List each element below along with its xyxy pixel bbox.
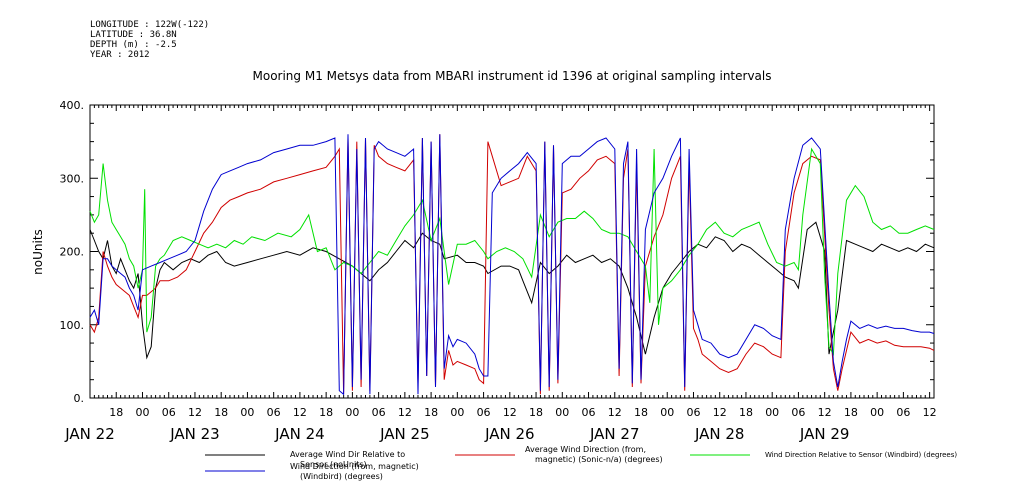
x-tick-label: 12	[923, 406, 937, 419]
date-label: JAN 25	[379, 425, 430, 443]
plot-area: 0. 100. 200. 300. 400. 18 00 06 12 18 00 06 12 18 00 06…	[60, 99, 937, 443]
legend-line: Sensor (noUnits)	[300, 460, 367, 469]
date-label: JAN 26	[484, 425, 535, 443]
date-label: JAN 24	[274, 425, 325, 443]
x-tick-label: 00	[345, 406, 359, 419]
x-tick-label: 06	[267, 406, 281, 419]
latitude-text: LATITUDE : 36.8N	[90, 30, 177, 40]
legend-line: magnetic) (Sonic-n/a) (degrees)	[535, 455, 663, 464]
date-label: JAN 23	[169, 425, 220, 443]
chart-title: Mooring M1 Metsys data from MBARI instru…	[253, 69, 772, 83]
x-tick-label: 06	[582, 406, 596, 419]
date-label: JAN 29	[799, 425, 850, 443]
x-tick-label: 00	[870, 406, 884, 419]
y-tick-label: 100.	[60, 319, 85, 332]
x-tick-label: 12	[398, 406, 412, 419]
legend-label-4: Wind Direction (from, magnetic) (Windbird…	[290, 462, 419, 481]
x-tick-label: 00	[660, 406, 674, 419]
x-tick-label: 12	[818, 406, 832, 419]
legend: Average Wind Dir Relative to Sensor (noUn…	[205, 445, 957, 481]
legend-label-3: Wind Direction Relative to Sensor (Windb…	[765, 451, 957, 459]
x-tick-label: 18	[214, 406, 228, 419]
x-tick-label: 06	[477, 406, 491, 419]
x-tick-label: 06	[896, 406, 910, 419]
legend-line: Average Wind Dir Relative to	[290, 450, 405, 459]
legend-line: Average Wind Direction (from,	[525, 445, 646, 454]
x-tick-label: 12	[608, 406, 622, 419]
year-text: YEAR : 2012	[90, 50, 150, 60]
series-line-3	[89, 147, 935, 356]
date-label: JAN 27	[589, 425, 640, 443]
x-tick-label: 00	[135, 406, 149, 419]
x-tick-label: 12	[293, 406, 307, 419]
x-tick-label: 00	[450, 406, 464, 419]
longitude-text: LONGITUDE : 122W(-122)	[90, 20, 210, 30]
x-tick-label: 18	[634, 406, 648, 419]
legend-line: Wind Direction (from, magnetic)	[290, 462, 419, 471]
x-tick-label: 18	[319, 406, 333, 419]
x-tick-label: 00	[240, 406, 254, 419]
x-tick-label: 18	[739, 406, 753, 419]
x-tick-label: 18	[424, 406, 438, 419]
x-tick-label: 06	[162, 406, 176, 419]
x-tick-label: 18	[109, 406, 123, 419]
y-tick-label: 200.	[60, 246, 85, 259]
x-tick-label: 06	[372, 406, 386, 419]
legend-label-1: Average Wind Dir Relative to Sensor (noUn…	[290, 450, 405, 469]
x-tick-label: 12	[188, 406, 202, 419]
metadata-block: LONGITUDE : 122W(-122) LATITUDE : 36.8N …	[90, 20, 209, 60]
y-tick-label: 300.	[60, 172, 85, 185]
y-tick-label: 0.	[74, 392, 85, 405]
series-line-2	[89, 134, 935, 395]
x-tick-label: 18	[529, 406, 543, 419]
depth-text: DEPTH (m) : -2.5	[90, 40, 177, 50]
series-line-1	[89, 221, 935, 360]
legend-line: (Windbird) (degrees)	[300, 472, 383, 481]
date-label: JAN 28	[694, 425, 745, 443]
x-tick-label: 12	[503, 406, 517, 419]
x-tick-label: 12	[713, 406, 727, 419]
y-axis-label: noUnits	[31, 229, 45, 275]
x-tick-label: 00	[765, 406, 779, 419]
date-label: JAN 22	[64, 425, 115, 443]
series-line-4	[89, 134, 935, 396]
x-tick-label: 06	[686, 406, 700, 419]
x-tick-label: 18	[844, 406, 858, 419]
x-tick-label: 00	[555, 406, 569, 419]
legend-label-2: Average Wind Direction (from, magnetic) (…	[525, 445, 663, 464]
y-tick-label: 400.	[60, 99, 85, 112]
x-tick-label: 06	[791, 406, 805, 419]
